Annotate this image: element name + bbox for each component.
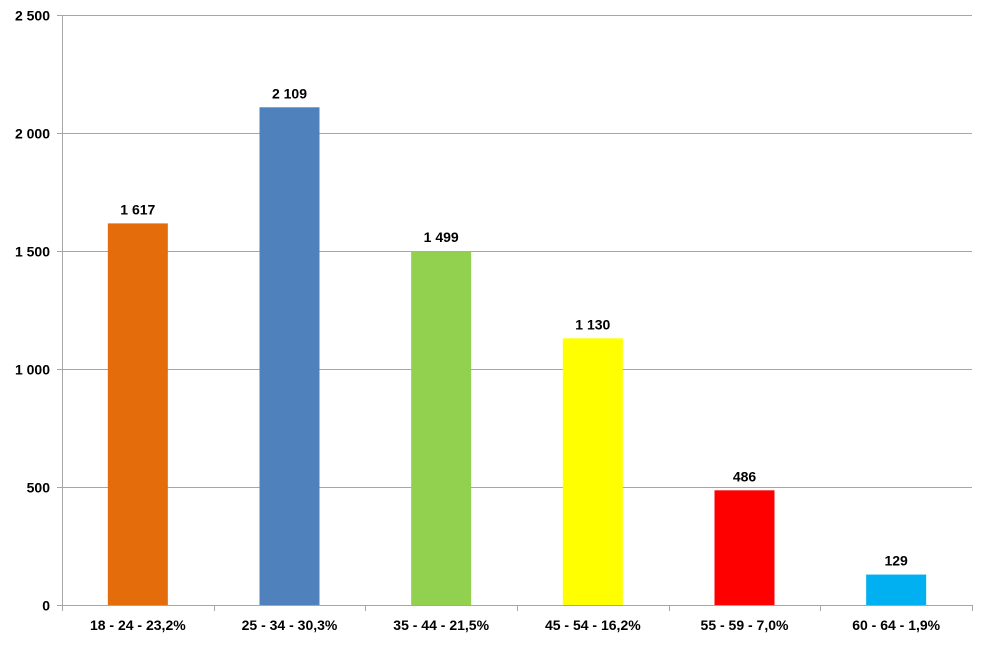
y-tick-labels: 0 500 1 000 1 500 2 000 2 500 (15, 8, 50, 614)
bar-value-label: 129 (884, 553, 908, 569)
x-tick-label: 35 - 44 - 21,5% (393, 617, 489, 633)
bar-value-label: 1 499 (424, 229, 459, 245)
x-tick-label: 60 - 64 - 1,9% (852, 617, 940, 633)
bar (411, 251, 472, 605)
bars (107, 107, 927, 605)
x-tick-label: 25 - 34 - 30,3% (242, 617, 338, 633)
bar (562, 338, 623, 605)
bar-value-label: 486 (733, 468, 757, 484)
bar-value-label: 1 617 (120, 201, 155, 217)
x-tick-label: 45 - 54 - 16,2% (545, 617, 641, 633)
x-tick-label: 55 - 59 - 7,0% (701, 617, 789, 633)
y-tick-label: 2 500 (15, 8, 50, 24)
y-tick-label: 2 000 (15, 126, 50, 142)
y-tick-label: 0 (42, 598, 50, 614)
bar (107, 223, 168, 605)
data-labels: 1 617 2 109 1 499 1 130 486 129 (120, 85, 908, 568)
bar (714, 490, 775, 605)
y-tick-label: 1 000 (15, 362, 50, 378)
bar-value-label: 2 109 (272, 85, 307, 101)
gridlines (62, 15, 972, 488)
y-tick-label: 1 500 (15, 244, 50, 260)
bar (866, 574, 927, 605)
axes (57, 15, 973, 611)
bar-value-label: 1 130 (575, 316, 610, 332)
x-tick-labels: 18 - 24 - 23,2% 25 - 34 - 30,3% 35 - 44 - … (90, 617, 941, 633)
bar (259, 107, 320, 605)
x-tick-label: 18 - 24 - 23,2% (90, 617, 186, 633)
y-tick-label: 500 (27, 480, 51, 496)
